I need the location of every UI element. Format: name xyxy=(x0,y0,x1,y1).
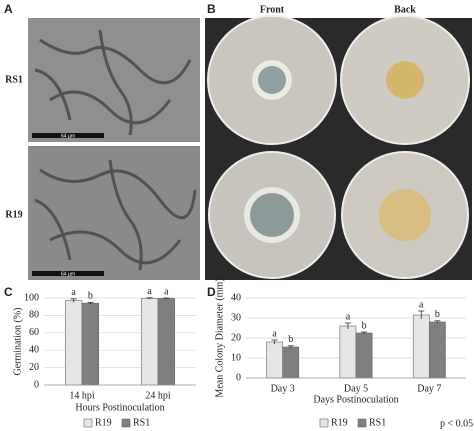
x-tick-label: Day 7 xyxy=(417,383,441,394)
column-label: Back xyxy=(394,4,416,15)
significance-letter: a xyxy=(272,328,277,339)
scale-bar-label: 64 µm xyxy=(61,271,75,277)
bar xyxy=(429,321,446,379)
hyphae xyxy=(34,29,197,271)
panel-label: D xyxy=(207,285,216,299)
legend-swatch xyxy=(357,418,367,428)
x-axis-title: Hours Postinoculation xyxy=(75,402,164,413)
significance-note: p < 0.05 xyxy=(440,418,473,429)
panel-label: B xyxy=(207,2,216,16)
y-tick-label: 80 xyxy=(29,310,39,321)
x-tick-label: 24 hpi xyxy=(145,390,171,401)
bar xyxy=(355,332,373,379)
y-tick-label: 10 xyxy=(231,352,241,363)
y-axis-title: Mean Colony Diameter (mm) xyxy=(214,278,225,397)
y-axis-title: Germination (%) xyxy=(12,307,23,375)
legend-label: RS1 xyxy=(133,417,150,428)
column-label: Front xyxy=(260,4,285,15)
scale-bar xyxy=(32,133,104,138)
panel-label: C xyxy=(4,285,13,299)
micrograph xyxy=(28,146,200,280)
significance-letter: b xyxy=(362,320,367,331)
legend-label: RS1 xyxy=(369,417,386,428)
scale-bar-label: 64 µm xyxy=(61,133,75,139)
y-tick-label: 20 xyxy=(231,332,241,343)
bar xyxy=(81,302,100,386)
petri-dishes xyxy=(207,15,470,279)
legend-label: R19 xyxy=(95,417,112,428)
y-tick-label: 40 xyxy=(231,292,241,303)
y-tick-label: 20 xyxy=(29,362,39,373)
scale-bar xyxy=(32,271,104,276)
x-tick-label: 14 hpi xyxy=(69,390,95,401)
x-tick-label: Day 3 xyxy=(271,383,295,394)
bar xyxy=(64,300,83,386)
row-label: RS1 xyxy=(5,74,23,85)
panel-label: A xyxy=(4,2,13,16)
y-tick-label: 0 xyxy=(236,372,241,383)
bar xyxy=(157,298,176,386)
x-axis-title: Days Postinoculation xyxy=(313,394,398,405)
significance-letter: a xyxy=(346,311,351,322)
legend-label: R19 xyxy=(331,417,348,428)
significance-letter: a xyxy=(147,286,152,297)
x-tick-label: Day 5 xyxy=(344,383,368,394)
significance-letter: a xyxy=(419,299,424,310)
y-tick-label: 60 xyxy=(29,327,39,338)
y-tick-label: 40 xyxy=(29,344,39,355)
legend-swatch xyxy=(83,418,93,428)
y-tick-label: 30 xyxy=(231,312,241,323)
significance-letter: b xyxy=(88,291,93,302)
y-tick-label: 100 xyxy=(24,292,39,303)
legend-swatch xyxy=(319,418,329,428)
bar xyxy=(339,325,357,379)
significance-letter: a xyxy=(164,286,169,297)
bar xyxy=(140,298,159,386)
bar xyxy=(266,341,283,379)
significance-letter: a xyxy=(71,287,76,298)
bar xyxy=(282,346,300,379)
significance-letter: b xyxy=(435,309,440,320)
row-label: R19 xyxy=(5,209,22,220)
legend-swatch xyxy=(121,418,131,428)
significance-letter: b xyxy=(288,334,293,345)
bar xyxy=(412,314,430,379)
y-tick-label: 0 xyxy=(34,379,39,390)
